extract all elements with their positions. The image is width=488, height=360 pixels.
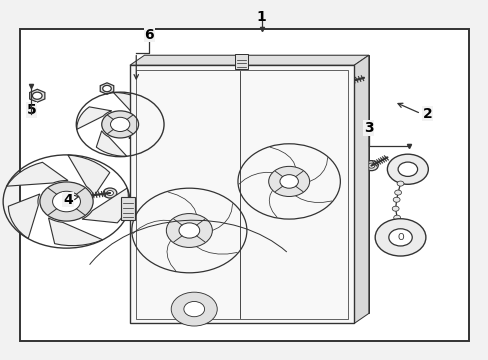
Bar bbox=[130, 65, 353, 323]
Circle shape bbox=[392, 197, 399, 202]
Circle shape bbox=[263, 82, 270, 87]
Polygon shape bbox=[96, 131, 126, 156]
Circle shape bbox=[268, 166, 309, 197]
Bar bbox=[121, 197, 135, 220]
Polygon shape bbox=[7, 162, 68, 186]
Circle shape bbox=[166, 213, 212, 247]
Polygon shape bbox=[8, 194, 40, 239]
Polygon shape bbox=[48, 218, 102, 246]
Circle shape bbox=[102, 85, 111, 92]
Circle shape bbox=[40, 182, 93, 221]
Circle shape bbox=[364, 161, 377, 171]
Polygon shape bbox=[130, 55, 368, 65]
Circle shape bbox=[102, 111, 138, 138]
Circle shape bbox=[32, 92, 42, 99]
Circle shape bbox=[179, 223, 199, 238]
Polygon shape bbox=[128, 120, 163, 142]
Circle shape bbox=[333, 79, 346, 89]
Polygon shape bbox=[77, 107, 111, 129]
Text: 5: 5 bbox=[26, 103, 36, 117]
Polygon shape bbox=[68, 155, 110, 196]
Text: 6: 6 bbox=[144, 28, 154, 42]
Circle shape bbox=[386, 154, 427, 184]
Text: O: O bbox=[396, 233, 403, 242]
Bar bbox=[144, 55, 368, 314]
Circle shape bbox=[391, 206, 398, 211]
Circle shape bbox=[103, 188, 117, 198]
Text: 1: 1 bbox=[256, 10, 266, 24]
Circle shape bbox=[260, 79, 273, 89]
Circle shape bbox=[279, 175, 298, 188]
Polygon shape bbox=[353, 55, 368, 323]
Circle shape bbox=[388, 229, 411, 246]
Text: 3: 3 bbox=[363, 121, 373, 135]
Circle shape bbox=[394, 190, 401, 195]
Circle shape bbox=[171, 292, 217, 326]
Circle shape bbox=[396, 181, 403, 186]
Polygon shape bbox=[30, 89, 45, 102]
Circle shape bbox=[374, 219, 425, 256]
Bar bbox=[136, 69, 347, 319]
Circle shape bbox=[183, 301, 204, 317]
Circle shape bbox=[336, 82, 343, 87]
Polygon shape bbox=[113, 93, 144, 118]
Circle shape bbox=[395, 224, 402, 228]
Bar bbox=[20, 30, 468, 341]
Circle shape bbox=[53, 191, 81, 212]
Text: 2: 2 bbox=[422, 107, 431, 121]
Circle shape bbox=[397, 162, 417, 176]
Circle shape bbox=[106, 190, 113, 195]
Circle shape bbox=[393, 215, 400, 220]
Text: 4: 4 bbox=[63, 193, 73, 207]
Polygon shape bbox=[100, 83, 114, 94]
Circle shape bbox=[367, 163, 374, 168]
Polygon shape bbox=[82, 188, 128, 223]
Circle shape bbox=[110, 117, 129, 131]
Bar bbox=[235, 54, 247, 69]
